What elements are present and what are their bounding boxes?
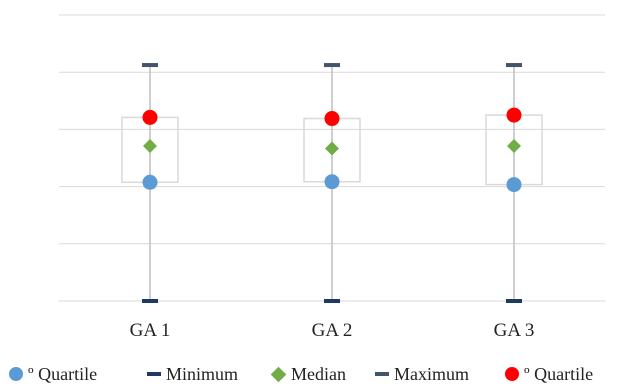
- legend-item-q1: º Quartile: [9, 361, 97, 387]
- maximum-marker: [324, 63, 340, 68]
- legend-label: º Quartile: [28, 363, 98, 384]
- q1-marker: [142, 174, 158, 190]
- median-marker: [325, 141, 339, 156]
- legend-item-minimum: Minimum: [147, 361, 238, 387]
- q3-marker: [324, 111, 340, 127]
- legend-label: Median: [291, 363, 346, 384]
- legend: º Quartile Minimum Median Maximum º Quar…: [0, 361, 629, 387]
- q3-marker: [142, 109, 158, 125]
- legend-label: º Quartile: [524, 363, 594, 384]
- circle-marker-icon: [505, 367, 519, 381]
- data-markers: [142, 63, 522, 303]
- legend-item-maximum: Maximum: [375, 361, 469, 387]
- maximum-marker: [142, 63, 158, 68]
- q1-marker: [506, 177, 522, 193]
- minimum-marker: [324, 299, 340, 303]
- minimum-marker: [506, 299, 522, 303]
- minimum-marker: [142, 299, 158, 303]
- x-tick-label: GA 2: [312, 320, 353, 341]
- median-marker: [143, 138, 157, 153]
- box-plot-chart: GA 1 GA 2 GA 3: [59, 14, 605, 341]
- maximum-marker: [506, 63, 522, 68]
- x-tick-label: GA 3: [494, 320, 535, 341]
- dash-marker-icon: [375, 372, 389, 376]
- legend-label: Minimum: [166, 363, 239, 384]
- x-axis-tick-labels: GA 1 GA 2 GA 3: [130, 320, 535, 341]
- dash-marker-icon: [147, 372, 161, 376]
- legend-item-median: Median: [270, 361, 346, 387]
- median-marker: [507, 138, 521, 153]
- circle-marker-icon: [9, 367, 23, 381]
- q1-marker: [324, 174, 340, 190]
- legend-label: Maximum: [394, 363, 469, 384]
- q3-marker: [506, 107, 522, 123]
- legend-item-q3: º Quartile: [505, 361, 593, 387]
- x-tick-label: GA 1: [130, 320, 171, 341]
- diamond-marker-icon: [270, 366, 287, 382]
